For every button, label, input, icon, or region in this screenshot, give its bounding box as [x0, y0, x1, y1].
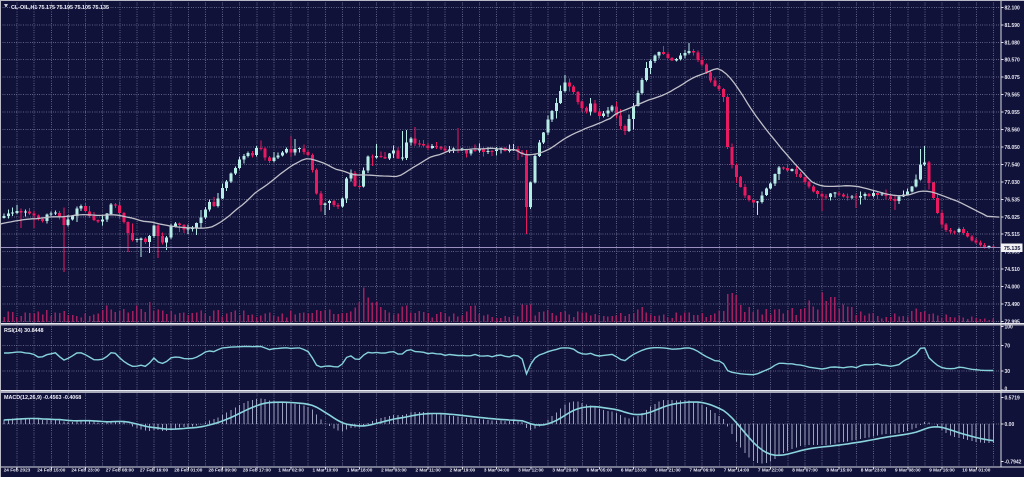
svg-text:CL-OIL,H1: CL-OIL,H1 [11, 5, 37, 11]
svg-text:6 Mar 13:00: 6 Mar 13:00 [621, 468, 647, 473]
svg-text:74.510: 74.510 [1005, 267, 1021, 273]
svg-text:2 Mar 03:00: 2 Mar 03:00 [381, 468, 407, 473]
svg-text:74.000: 74.000 [1005, 285, 1021, 291]
svg-text:24 Feb 2023: 24 Feb 2023 [4, 468, 31, 473]
svg-text:70: 70 [1005, 344, 1011, 350]
svg-text:0.00: 0.00 [1005, 422, 1015, 428]
svg-text:100: 100 [1005, 324, 1014, 330]
svg-text:6 Mar 05:00: 6 Mar 05:00 [587, 468, 613, 473]
svg-text:7 Mar 22:00: 7 Mar 22:00 [758, 468, 784, 473]
svg-text:-0.7942: -0.7942 [1005, 459, 1022, 465]
svg-text:79.565: 79.565 [1005, 93, 1021, 99]
svg-text:24 Feb 23:00: 24 Feb 23:00 [71, 468, 100, 473]
svg-text:75.515: 75.515 [1005, 232, 1021, 238]
svg-text:9 Mar 08:00: 9 Mar 08:00 [895, 468, 921, 473]
svg-text:73.490: 73.490 [1005, 302, 1021, 308]
svg-text:0.5719: 0.5719 [1005, 395, 1021, 401]
svg-text:8 Mar 23:00: 8 Mar 23:00 [861, 468, 887, 473]
svg-text:81.590: 81.590 [1005, 23, 1021, 29]
svg-text:80.075: 80.075 [1005, 75, 1021, 81]
svg-text:72.995: 72.995 [1005, 320, 1021, 326]
svg-text:8 Mar 15:00: 8 Mar 15:00 [826, 468, 852, 473]
svg-text:75.005: 75.005 [1005, 250, 1021, 256]
svg-text:75.175 75.195 75.105 75.135: 75.175 75.195 75.105 75.135 [39, 5, 109, 11]
svg-text:80.570: 80.570 [1005, 58, 1021, 64]
svg-text:77.540: 77.540 [1005, 162, 1021, 168]
svg-text:81.080: 81.080 [1005, 40, 1021, 46]
svg-text:28 Feb 17:00: 28 Feb 17:00 [243, 468, 272, 473]
svg-text:78.050: 78.050 [1005, 145, 1021, 151]
svg-text:78.560: 78.560 [1005, 128, 1021, 134]
svg-text:3 Mar 12:00: 3 Mar 12:00 [518, 468, 544, 473]
svg-text:6 Mar 21:00: 6 Mar 21:00 [655, 468, 681, 473]
svg-text:3 Mar 20:00: 3 Mar 20:00 [552, 468, 578, 473]
svg-text:75.135: 75.135 [1004, 246, 1021, 252]
svg-text:79.055: 79.055 [1005, 110, 1021, 116]
svg-text:7 Mar 14:00: 7 Mar 14:00 [724, 468, 750, 473]
svg-text:28 Feb 01:00: 28 Feb 01:00 [174, 468, 203, 473]
svg-text:9 Mar 16:00: 9 Mar 16:00 [929, 468, 955, 473]
svg-text:0: 0 [1005, 387, 1008, 393]
svg-text:30: 30 [1005, 369, 1011, 375]
svg-text:24 Feb 15:00: 24 Feb 15:00 [37, 468, 66, 473]
svg-text:1 Mar 10:00: 1 Mar 10:00 [313, 468, 339, 473]
svg-text:77.030: 77.030 [1005, 180, 1021, 186]
svg-text:2 Mar 19:00: 2 Mar 19:00 [450, 468, 476, 473]
svg-text:82.100: 82.100 [1005, 5, 1021, 11]
svg-text:27 Feb 08:00: 27 Feb 08:00 [106, 468, 135, 473]
svg-text:RSI(14) 30.8448: RSI(14) 30.8448 [4, 328, 44, 334]
svg-text:8 Mar 07:00: 8 Mar 07:00 [792, 468, 818, 473]
svg-text:1 Mar 18:00: 1 Mar 18:00 [347, 468, 373, 473]
svg-text:76.025: 76.025 [1005, 215, 1021, 221]
svg-text:10 Mar 01:00: 10 Mar 01:00 [962, 468, 991, 473]
svg-text:2 Mar 11:00: 2 Mar 11:00 [415, 468, 441, 473]
svg-text:7 Mar 06:00: 7 Mar 06:00 [689, 468, 715, 473]
svg-text:76.535: 76.535 [1005, 197, 1021, 203]
svg-text:1 Mar 02:00: 1 Mar 02:00 [278, 468, 304, 473]
svg-text:MACD(12,26,9) -0.4563 -0.4068: MACD(12,26,9) -0.4563 -0.4068 [4, 395, 81, 401]
svg-text:3 Mar 04:00: 3 Mar 04:00 [484, 468, 510, 473]
svg-text:27 Feb 16:00: 27 Feb 16:00 [140, 468, 169, 473]
svg-text:28 Feb 09:00: 28 Feb 09:00 [209, 468, 238, 473]
